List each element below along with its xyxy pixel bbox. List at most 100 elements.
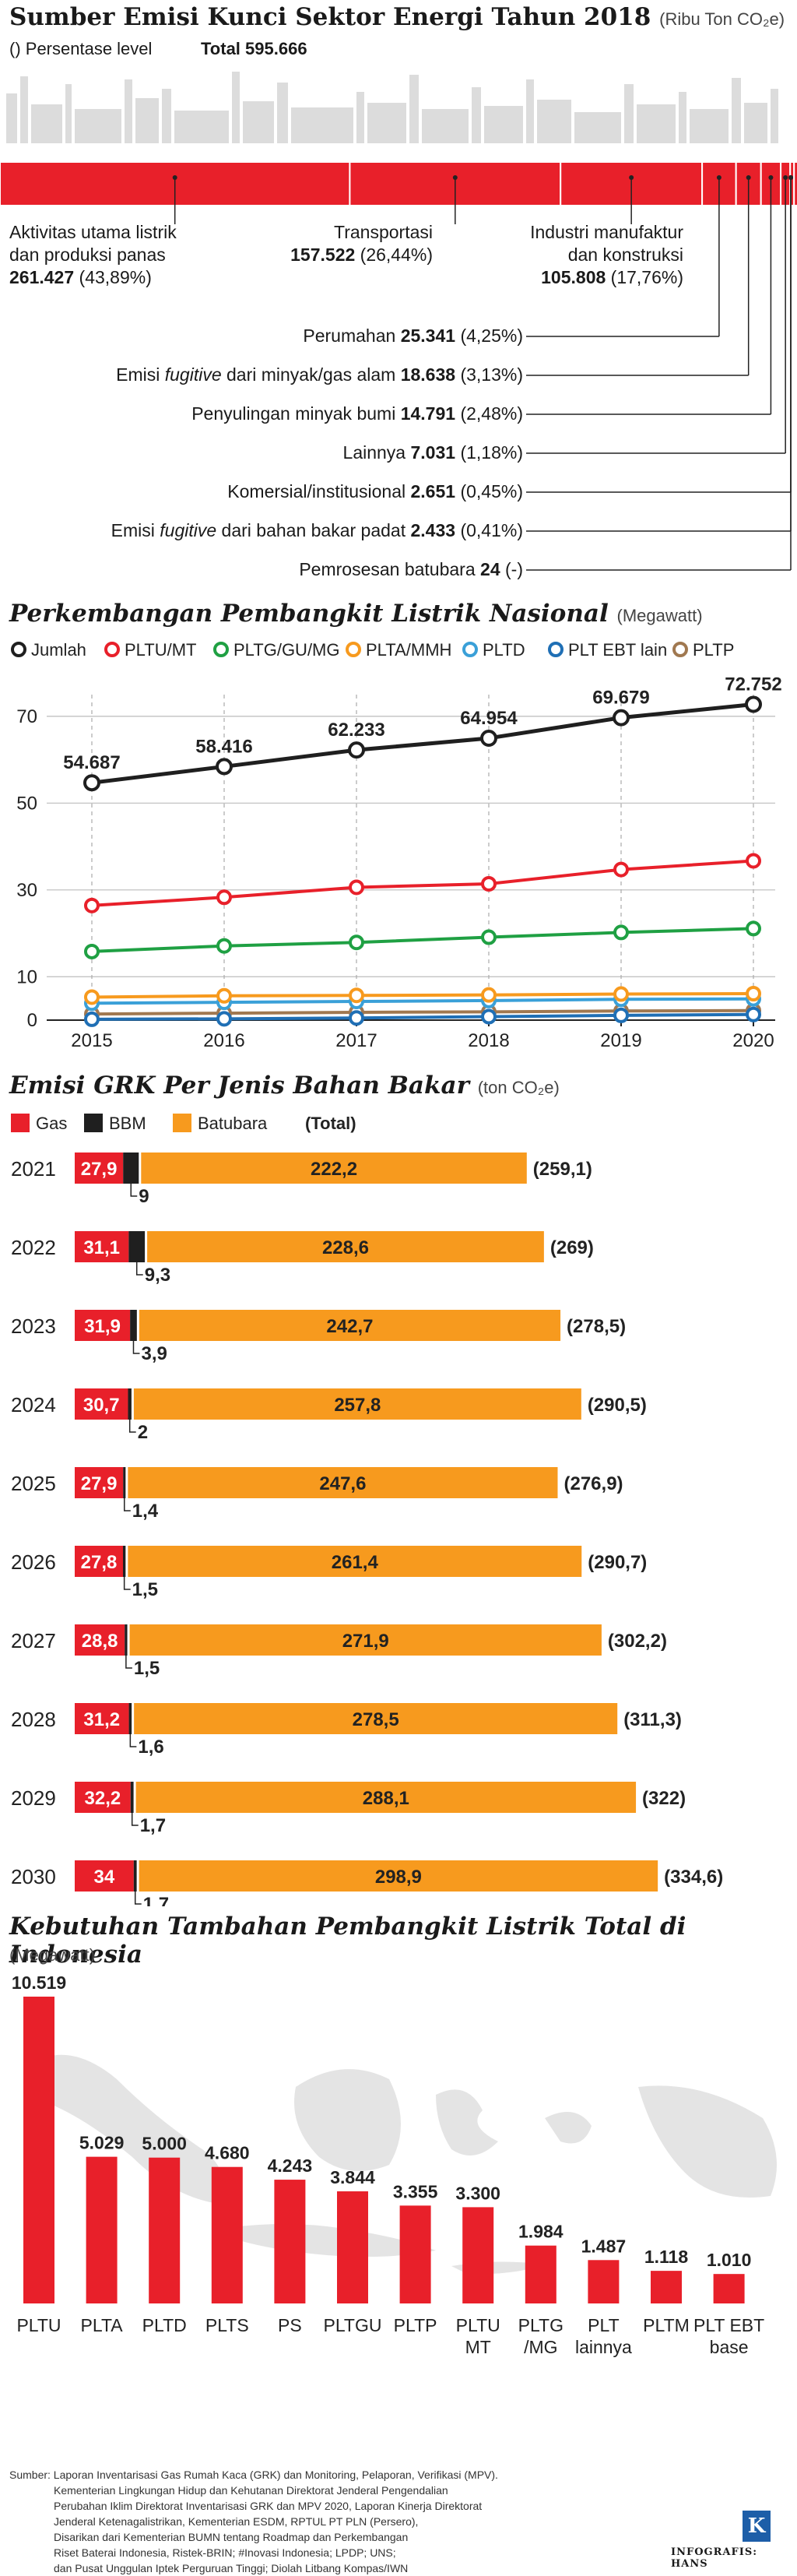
- capacity-category-7-0: PLTU: [456, 2315, 500, 2335]
- series-3-point-0: [86, 991, 98, 1003]
- series-0-label-5: 72.752: [725, 674, 781, 695]
- fuel-gas-label-5: 27,8: [81, 1552, 118, 1573]
- section1-unit: (Ribu Ton CO₂e): [659, 9, 785, 29]
- fuel-bbm-bar-8: [131, 1782, 134, 1813]
- capacity-category-9-0: PLT: [588, 2315, 619, 2335]
- fuel-bbm-leader-3: [130, 1420, 136, 1432]
- fuel-year-2: 2023: [11, 1314, 56, 1338]
- legend-label-6: PLTP: [693, 640, 734, 660]
- series-0-point-2: [349, 743, 363, 757]
- series-5-point-5: [747, 1008, 760, 1021]
- fuel-coal-label-3: 257,8: [334, 1395, 381, 1416]
- legend-label-3: PLTA/MMH: [366, 640, 451, 660]
- fuel-bbm-label-0: 9: [139, 1186, 149, 1207]
- fuel-year-6: 2027: [11, 1629, 56, 1652]
- fuel-coal-label-4: 247,6: [319, 1473, 366, 1494]
- legend-marker-0: [12, 643, 25, 656]
- series-2-point-2: [350, 936, 363, 948]
- label-industri: Industri manufaktur dan konstruksi 105.8…: [530, 221, 683, 289]
- subleader-dot-6: [783, 175, 788, 180]
- series-0-label-0: 54.687: [63, 752, 120, 773]
- label-industri-line2: dan konstruksi: [530, 244, 683, 266]
- capacity-category-5-0: PLTGU: [324, 2315, 382, 2335]
- fuel-bbm-leader-9: [135, 1892, 142, 1904]
- legend-label-5: PLT EBT lain: [568, 640, 667, 660]
- capacity-bar-11: [714, 2274, 745, 2303]
- capacity-value-9: 1.487: [581, 2236, 627, 2256]
- capacity-bar-9: [588, 2260, 619, 2303]
- section4-title: Kebutuhan Tambahan Pembangkit Listrik To…: [9, 1913, 797, 1969]
- label-industri-pct: (17,76%): [611, 267, 683, 287]
- series-line-5: [92, 1015, 753, 1019]
- fuel-gas-label-1: 31,1: [83, 1237, 120, 1258]
- y-tick-0: 0: [27, 1010, 37, 1031]
- capacity-category-8-1: /MG: [524, 2337, 557, 2357]
- series-line-4: [92, 999, 753, 1004]
- x-tick-5: 2020: [732, 1030, 774, 1051]
- fuel-bbm-bar-7: [129, 1703, 132, 1734]
- fuel-legend-total: (Total): [305, 1114, 356, 1133]
- capacity-value-7: 3.300: [455, 2183, 500, 2203]
- capacity-bar-4: [274, 2180, 305, 2303]
- section1-note: () Persentase level: [9, 39, 152, 59]
- fuel-year-4: 2025: [11, 1472, 56, 1495]
- emission-stacked-bar: [0, 162, 797, 206]
- fuel-legend-swatch-2: [173, 1114, 191, 1132]
- fuel-bbm-leader-2: [133, 1341, 139, 1353]
- fuel-legend-label-0: Gas: [36, 1114, 67, 1133]
- series-line-3: [92, 994, 753, 997]
- fuel-bbm-bar-5: [123, 1546, 125, 1577]
- emission-segment-8: [794, 162, 797, 206]
- series-3-point-2: [350, 989, 363, 1001]
- capacity-category-7-1: MT: [465, 2337, 491, 2357]
- fuel-total-label-8: (322): [642, 1788, 686, 1809]
- x-tick-0: 2015: [71, 1030, 112, 1051]
- capacity-category-0-0: PLTU: [16, 2315, 61, 2335]
- series-2-point-4: [615, 926, 627, 938]
- capacity-category-11-1: base: [710, 2337, 749, 2357]
- capacity-category-8-0: PLTG: [518, 2315, 564, 2335]
- series-5-point-2: [350, 1012, 363, 1024]
- fuel-bbm-bar-6: [125, 1624, 127, 1656]
- capacity-value-6: 3.355: [393, 2181, 438, 2201]
- label-industri-value: 105.808: [541, 267, 606, 287]
- capacity-value-3: 4.680: [205, 2143, 250, 2163]
- capacity-bar-6: [400, 2205, 431, 2303]
- series-5-point-1: [218, 1012, 230, 1025]
- y-tick-4: 70: [16, 706, 37, 727]
- legend-marker-2: [215, 643, 227, 656]
- fuel-bbm-leader-1: [137, 1262, 143, 1275]
- industrial-skyline-illustration: [6, 72, 778, 143]
- fuel-bbm-label-5: 1,5: [132, 1579, 158, 1600]
- fuel-coal-label-1: 228,6: [322, 1237, 369, 1258]
- capacity-value-1: 5.029: [79, 2133, 125, 2153]
- fuel-bbm-label-6: 1,5: [134, 1658, 160, 1679]
- series-0-point-3: [482, 731, 496, 745]
- fuel-bbm-leader-5: [125, 1577, 131, 1589]
- fuel-legend-swatch-0: [11, 1114, 30, 1132]
- section4-unit: (Megawatt): [9, 1945, 95, 1965]
- capacity-value-4: 4.243: [268, 2155, 313, 2176]
- fuel-year-1: 2022: [11, 1236, 56, 1259]
- fuel-coal-label-5: 261,4: [332, 1552, 379, 1573]
- capacity-category-10-0: PLTM: [643, 2315, 690, 2335]
- fuel-coal-label-8: 288,1: [363, 1788, 409, 1809]
- fuel-gas-label-6: 28,8: [82, 1631, 118, 1652]
- capacity-value-0: 10.519: [12, 1972, 66, 1993]
- series-0-label-3: 64.954: [460, 708, 518, 729]
- fuel-bbm-label-1: 9,3: [145, 1265, 170, 1286]
- fuel-bbm-leader-8: [132, 1813, 139, 1825]
- capacity-bar-1: [86, 2157, 118, 2303]
- series-5-point-4: [615, 1009, 627, 1022]
- leader-listrik-dot: [173, 175, 177, 180]
- series-2-point-5: [747, 922, 760, 934]
- fuel-total-label-5: (290,7): [588, 1552, 647, 1573]
- fuel-bbm-leader-4: [125, 1498, 131, 1511]
- fuel-bbm-leader-7: [130, 1734, 136, 1747]
- capacity-bar-0: [23, 1997, 54, 2303]
- series-5-point-0: [86, 1013, 98, 1026]
- series-0-label-2: 62.233: [328, 720, 384, 741]
- fuel-year-3: 2024: [11, 1393, 56, 1416]
